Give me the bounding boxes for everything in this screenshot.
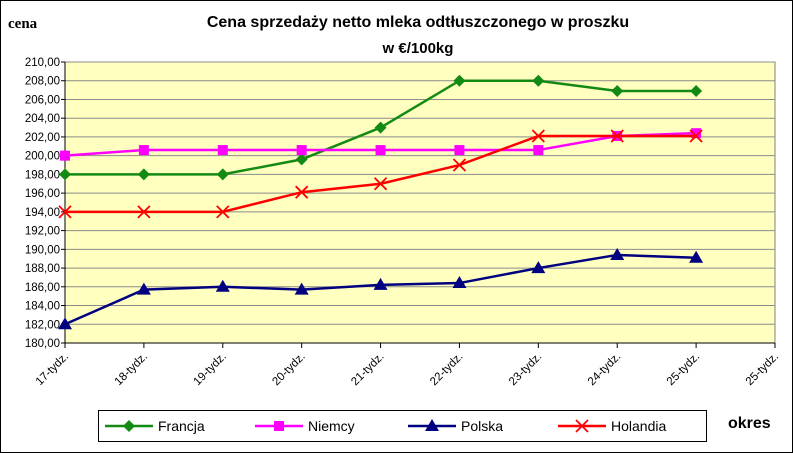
chart-subtitle: w €/100kg	[382, 40, 454, 57]
y-tick-label: 208,00	[25, 76, 60, 88]
marker	[137, 205, 151, 219]
y-axis-label: cena	[8, 16, 38, 32]
x-axis-label: okres	[728, 415, 771, 432]
marker	[138, 145, 149, 156]
marker	[374, 121, 387, 134]
marker	[123, 420, 135, 432]
legend-item: Holandia	[558, 418, 666, 434]
marker	[610, 129, 624, 143]
marker	[215, 279, 230, 292]
chart-title: Cena sprzedaży netto mleka odtłuszczoneg…	[207, 14, 629, 31]
marker	[59, 168, 71, 181]
marker	[373, 177, 388, 191]
y-tick-label: 182,00	[25, 319, 60, 331]
marker	[216, 168, 229, 181]
y-tick-label: 200,00	[25, 151, 60, 163]
y-tick-label: 204,00	[25, 113, 60, 125]
y-tick-label: 180,00	[25, 338, 60, 350]
marker	[452, 158, 467, 172]
marker	[532, 74, 545, 87]
y-tick-label: 192,00	[25, 226, 60, 238]
marker	[610, 247, 625, 260]
legend-label: Francja	[158, 418, 205, 434]
marker	[296, 145, 307, 156]
marker	[58, 317, 72, 330]
marker	[136, 282, 151, 295]
y-tick-label: 184,00	[25, 301, 60, 313]
y-tick-label: 194,00	[25, 207, 60, 219]
marker	[454, 145, 465, 156]
marker	[274, 421, 284, 431]
marker	[216, 205, 230, 219]
marker	[611, 85, 624, 98]
y-tick-label: 188,00	[25, 263, 60, 275]
marker	[375, 145, 386, 156]
y-tick-label: 196,00	[25, 188, 60, 200]
y-tick-label: 206,00	[25, 94, 60, 106]
marker	[58, 205, 72, 219]
marker	[689, 129, 703, 143]
marker	[575, 419, 589, 433]
plot-area	[64, 61, 776, 344]
marker	[533, 145, 544, 156]
legend-item: Polska	[408, 418, 503, 434]
marker	[373, 277, 388, 290]
marker	[690, 85, 703, 98]
marker	[60, 150, 70, 161]
y-tick-label: 190,00	[25, 244, 60, 256]
legend-label: Holandia	[611, 418, 666, 434]
y-tick-label: 198,00	[25, 169, 60, 181]
marker	[217, 145, 228, 156]
marker	[453, 74, 466, 87]
marker	[295, 153, 308, 166]
marker	[689, 250, 704, 263]
y-tick-label: 202,00	[25, 132, 60, 144]
marker	[425, 419, 439, 431]
marker	[294, 282, 309, 295]
marker	[295, 185, 309, 199]
y-tick-label: 186,00	[25, 282, 60, 294]
marker	[691, 128, 702, 139]
marker	[137, 168, 150, 181]
y-tick-label: 210,00	[25, 57, 60, 69]
marker	[452, 276, 467, 289]
legend-label: Polska	[461, 418, 503, 434]
legend-label: Niemcy	[308, 418, 355, 434]
legend-item: Francja	[105, 418, 205, 434]
legend-item: Niemcy	[255, 418, 355, 434]
marker	[531, 129, 545, 143]
marker	[531, 261, 546, 274]
